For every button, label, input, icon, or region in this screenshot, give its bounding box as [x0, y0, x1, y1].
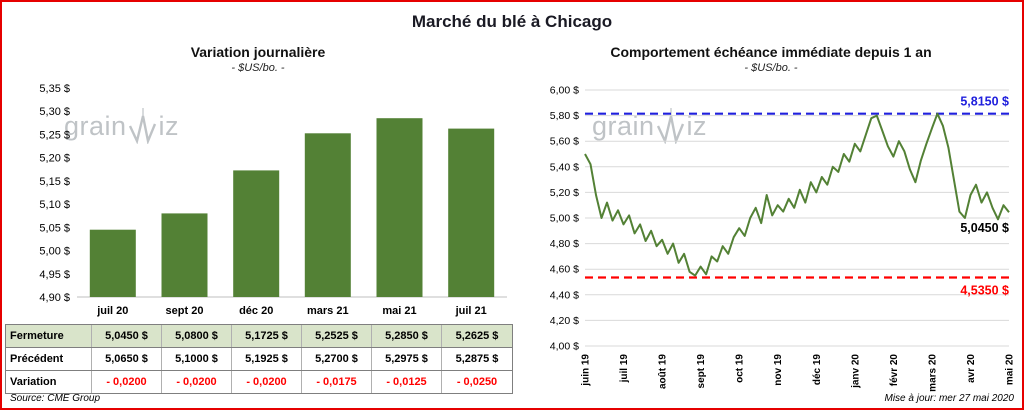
price-table: Fermeture 5,0450 $5,0800 $5,1725 $5,2525 … [5, 324, 513, 394]
line-x-label: févr 20 [889, 354, 900, 387]
table-cell-value: 5,2700 $ [302, 348, 372, 370]
line-x-label: déc 19 [812, 354, 823, 386]
bar-y-tick-label: 5,25 $ [39, 129, 70, 141]
bar-x-label: mai 21 [382, 305, 416, 317]
table-row-variation: Variation - 0,0200- 0,0200- 0,0200- 0,017… [6, 371, 512, 394]
update-note: Mise à jour: mer 27 mai 2020 [884, 393, 1014, 404]
line-y-tick-label: 6,00 $ [550, 85, 579, 97]
line-x-label: oct 19 [735, 354, 746, 383]
bar-x-label: déc 20 [239, 305, 273, 317]
bar-y-tick-label: 5,15 $ [39, 176, 70, 188]
bar-x-label: sept 20 [166, 305, 204, 317]
table-cell-value: 5,2525 $ [302, 325, 372, 347]
bar-x-label: juil 20 [96, 305, 128, 317]
bar-y-tick-label: 5,35 $ [39, 83, 70, 95]
table-cell-value: 5,1000 $ [162, 348, 232, 370]
line-y-tick-label: 5,40 $ [550, 161, 579, 173]
table-cell-value: - 0,0125 [372, 371, 442, 393]
bar-y-tick-label: 4,95 $ [39, 269, 70, 281]
table-cell-value: - 0,0175 [302, 371, 372, 393]
watermark-peak-icon [128, 108, 156, 144]
page-title: Marché du blé à Chicago [411, 12, 613, 31]
max-value-label: 5,8150 $ [960, 95, 1009, 109]
bar-y-tick-label: 5,20 $ [39, 153, 70, 165]
bar-y-tick-label: 4,90 $ [39, 292, 70, 304]
bar-y-tick-label: 5,00 $ [39, 246, 70, 258]
daily-variation-bar-chart: 4,90 $ 4,95 $ 5,00 $ 5,05 $ 5,10 $ 5,15 $ 5,20… [39, 83, 507, 317]
line-y-tick-label: 5,60 $ [550, 136, 579, 148]
bar [161, 213, 208, 297]
table-cell-value: 5,0800 $ [162, 325, 232, 347]
table-cell-value: 5,2975 $ [372, 348, 442, 370]
line-chart-title: Comportement échéance immédiate depuis 1… [610, 44, 932, 60]
line-x-label: sept 19 [696, 354, 707, 389]
table-row-label: Précédent [6, 348, 92, 370]
bar-x-label: juil 21 [455, 305, 487, 317]
bar [89, 229, 136, 297]
grainwiz-watermark: grain iz [64, 108, 179, 144]
line-x-label: nov 19 [773, 354, 784, 386]
table-cell-value: - 0,0200 [232, 371, 302, 393]
line-x-label: juil 19 [619, 354, 630, 384]
watermark-text-suffix: iz [686, 110, 708, 141]
line-y-tick-label: 5,20 $ [550, 187, 579, 199]
source-note: Source: CME Group [10, 393, 101, 404]
table-cell-value: 5,2625 $ [455, 330, 499, 342]
bar-y-tick-label: 5,10 $ [39, 199, 70, 211]
table-cell-value: - 0,0250 [456, 376, 498, 388]
line-y-tick-label: 4,80 $ [550, 238, 579, 250]
table-cell-value: 5,1725 $ [232, 325, 302, 347]
line-x-label: mai 20 [1005, 354, 1016, 386]
bar-chart-title: Variation journalière [190, 44, 326, 60]
table-row-label: Fermeture [6, 325, 92, 347]
bar [304, 133, 351, 297]
watermark-text-suffix: iz [158, 110, 180, 141]
line-x-label: avr 20 [966, 354, 977, 383]
table-cell-value: - 0,0200 [162, 371, 232, 393]
table-cell-value: 5,1925 $ [232, 348, 302, 370]
line-y-tick-label: 5,80 $ [550, 110, 579, 122]
table-cell-value: - 0,0200 [92, 371, 162, 393]
line-x-label: janv 20 [850, 354, 861, 389]
table-row-precedent: Précédent 5,0650 $5,1000 $5,1925 $5,2700 … [6, 348, 512, 371]
bar-x-label: mars 21 [307, 305, 349, 317]
bar [233, 170, 280, 297]
bar [448, 128, 495, 297]
table-row-fermeture: Fermeture 5,0450 $5,0800 $5,1725 $5,2525 … [6, 325, 512, 348]
line-y-tick-label: 4,60 $ [550, 264, 579, 276]
table-cell-value: 5,2850 $ [372, 325, 442, 347]
bar-chart-subtitle: - $US/bo. - [231, 62, 285, 74]
line-x-label: juin 19 [581, 354, 592, 387]
bar-y-tick-label: 5,30 $ [39, 106, 70, 118]
watermark-text-prefix: grain [64, 110, 127, 141]
line-y-tick-label: 4,20 $ [550, 315, 579, 327]
price-line [584, 112, 1010, 277]
bar-y-tick-label: 5,05 $ [39, 222, 70, 234]
table-cell-value: 5,0450 $ [92, 325, 162, 347]
table-cell-value: 5,2875 $ [455, 353, 499, 365]
table-row-label: Variation [6, 371, 92, 393]
line-x-label: août 19 [658, 354, 669, 389]
last-value-label: 5,0450 $ [960, 221, 1009, 235]
line-y-tick-label: 5,00 $ [550, 213, 579, 225]
table-cell-value: 5,0650 $ [92, 348, 162, 370]
front-month-line-chart: 4,00 $ 4,20 $ 4,40 $ 4,60 $ 4,80 $ 5,00 $ 5,20… [550, 85, 1016, 392]
line-y-tick-label: 4,40 $ [550, 289, 579, 301]
min-value-label: 4,5350 $ [960, 284, 1009, 298]
line-chart-subtitle: - $US/bo. - [744, 62, 798, 74]
bar [376, 118, 423, 297]
line-y-tick-label: 4,00 $ [550, 341, 579, 353]
line-x-label: mars 20 [927, 354, 938, 392]
